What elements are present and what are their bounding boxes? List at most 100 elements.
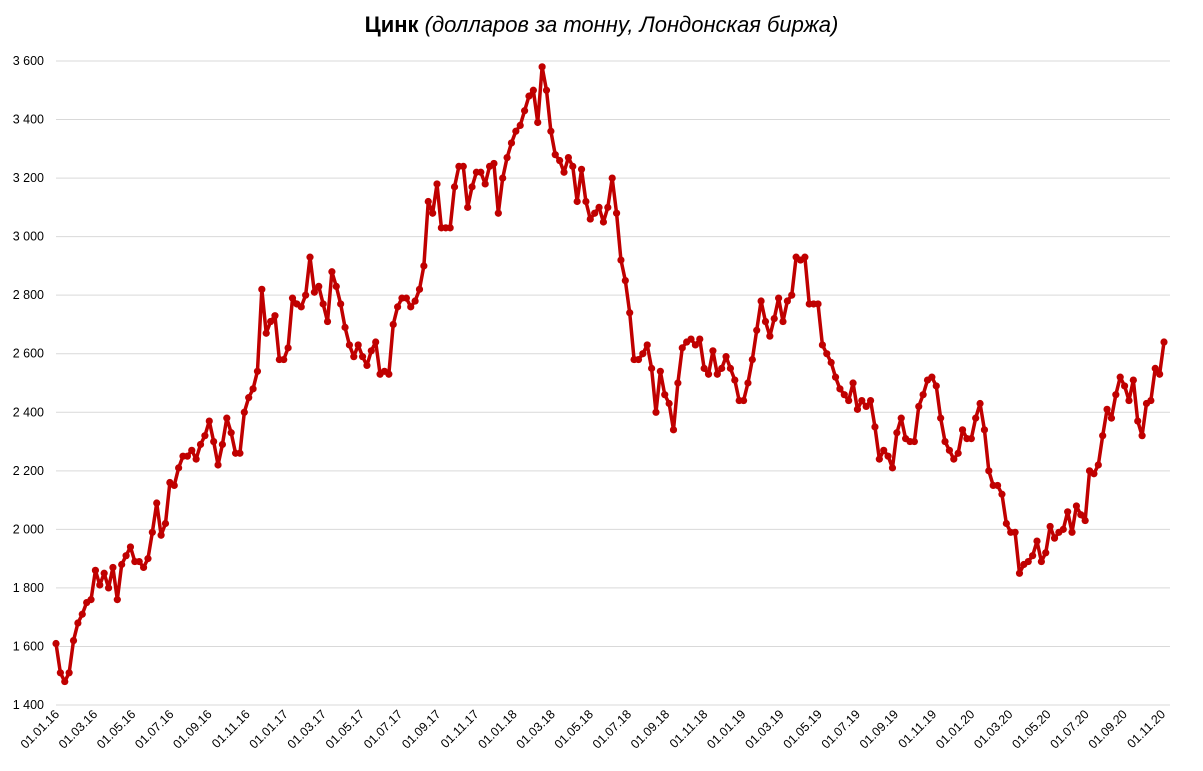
data-point	[201, 432, 209, 440]
data-point	[262, 329, 270, 337]
data-point	[993, 481, 1002, 490]
data-point	[884, 452, 892, 460]
data-point	[726, 364, 735, 372]
data-point	[450, 183, 459, 191]
data-point	[766, 332, 774, 340]
data-point	[161, 519, 170, 528]
y-tick-label: 3 600	[13, 54, 44, 68]
data-point	[1037, 557, 1045, 566]
y-tick-label: 3 000	[13, 230, 44, 244]
x-tick-label: 01.09.20	[1086, 707, 1130, 751]
data-point	[118, 560, 126, 569]
data-point	[665, 399, 673, 408]
data-point	[1147, 396, 1155, 405]
data-point	[582, 197, 590, 206]
data-point	[516, 121, 524, 129]
y-tick-label: 3 200	[13, 171, 44, 185]
x-tick-label: 01.09.18	[628, 707, 672, 751]
data-point	[74, 619, 82, 627]
data-point	[210, 437, 218, 446]
y-axis-ticks: 1 400 1 600 1 800 2 000 2 200 2 400 2 600 2 800…	[13, 54, 44, 712]
data-point	[1042, 549, 1050, 557]
data-point	[853, 405, 862, 413]
data-point	[972, 414, 980, 422]
x-tick-label: 01.11.16	[209, 707, 253, 751]
data-point	[1129, 376, 1137, 384]
x-tick-label: 01.07.18	[590, 707, 634, 751]
data-point	[919, 391, 927, 399]
data-point	[69, 637, 78, 645]
data-point	[958, 426, 967, 434]
x-tick-label: 01.07.16	[132, 707, 176, 751]
y-tick-label: 2 600	[13, 347, 44, 361]
data-point	[332, 282, 340, 290]
data-point	[122, 552, 130, 560]
data-point	[910, 437, 918, 446]
data-point	[402, 294, 410, 302]
data-point	[678, 344, 686, 352]
data-point	[337, 300, 345, 308]
data-point	[888, 464, 897, 472]
data-point	[770, 315, 778, 323]
data-point	[227, 429, 235, 437]
x-tick-label: 01.09.17	[399, 707, 443, 751]
data-point	[801, 253, 809, 261]
data-point	[415, 285, 424, 293]
x-tick-label: 01.09.19	[857, 707, 901, 751]
data-point	[652, 408, 660, 416]
data-point	[499, 174, 507, 182]
data-point	[1116, 373, 1124, 381]
data-point	[192, 455, 200, 463]
data-point	[258, 285, 266, 293]
data-point	[464, 203, 472, 211]
data-point	[223, 414, 231, 422]
data-point	[827, 358, 835, 367]
data-point	[709, 347, 717, 355]
x-tick-label: 01.11.20	[1124, 707, 1168, 751]
data-point	[866, 396, 875, 405]
series-zinc	[52, 63, 1168, 686]
y-tick-label: 2 200	[13, 464, 44, 478]
data-point	[845, 396, 853, 405]
data-point	[840, 391, 848, 399]
data-point	[880, 446, 888, 454]
data-point	[345, 341, 354, 349]
data-point	[1112, 391, 1120, 399]
data-point	[858, 396, 866, 405]
data-point	[814, 300, 822, 308]
data-point	[310, 288, 318, 296]
data-point	[113, 596, 121, 604]
data-point	[494, 209, 502, 217]
data-point	[306, 253, 314, 261]
y-tick-label: 3 400	[13, 113, 44, 127]
data-point	[779, 317, 787, 326]
data-point	[157, 531, 165, 539]
data-point	[139, 563, 148, 572]
data-point	[998, 490, 1006, 498]
data-point	[288, 294, 297, 302]
data-point	[897, 414, 905, 422]
data-point	[577, 165, 586, 173]
data-point	[525, 92, 533, 100]
chart-title-italic: (долларов за тонну, Лондонская биржа)	[424, 12, 839, 37]
data-point	[78, 610, 86, 618]
data-point	[372, 338, 380, 346]
data-point	[1024, 557, 1032, 566]
data-point	[937, 414, 945, 422]
data-point	[538, 63, 546, 71]
data-point	[407, 303, 415, 311]
data-point	[783, 297, 791, 305]
data-point	[1077, 511, 1085, 519]
data-point	[976, 399, 984, 408]
x-tick-label: 01.03.17	[285, 707, 329, 751]
x-tick-label: 01.01.20	[933, 707, 977, 751]
data-point	[560, 168, 568, 176]
data-point	[761, 317, 770, 326]
data-point	[1059, 525, 1067, 533]
data-point	[52, 639, 60, 648]
data-point	[932, 382, 940, 390]
data-point	[875, 455, 883, 463]
data-point	[1029, 552, 1037, 560]
x-tick-label: 01.07.20	[1048, 707, 1092, 751]
